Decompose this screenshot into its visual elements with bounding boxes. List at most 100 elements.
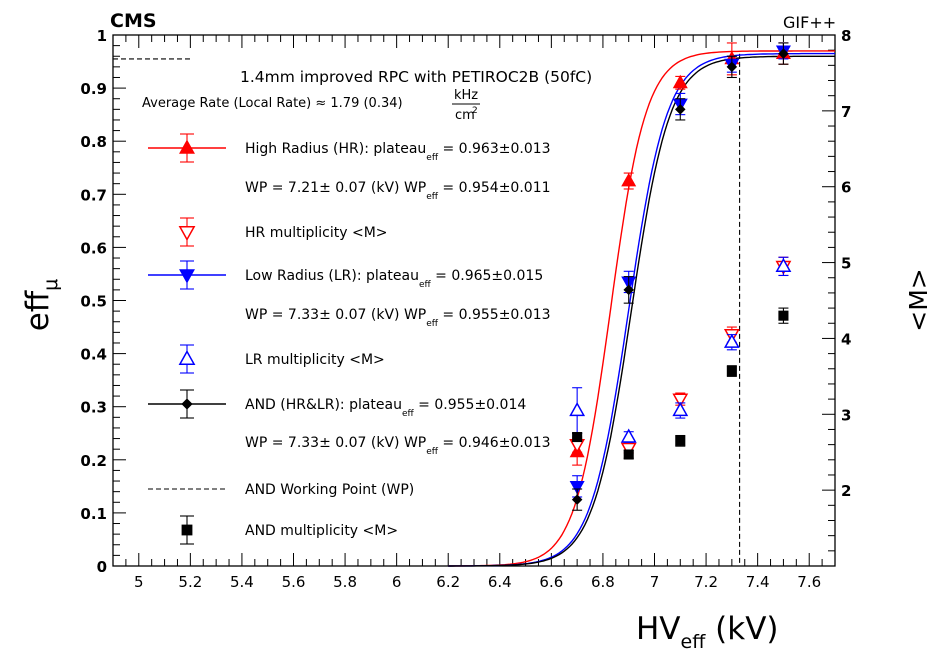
x-tick-label: 6.8 (591, 573, 615, 591)
legend-label-text: High Radius (HR): plateau (245, 141, 426, 157)
x-axis: 5 5.2 5.4 5.6 5.8 6 6.2 6.4 6.6 6.8 7 7.2 7.4 7.6 (112, 35, 836, 591)
y-tick-label: 0.5 (80, 293, 107, 311)
legend-wp-text: WP = 7.21± 0.07 (kV) WP (245, 180, 426, 196)
y-tick-label: 0.8 (80, 133, 107, 151)
x-tick-label: 7.4 (746, 573, 770, 591)
y2-tick-label: 3 (841, 406, 851, 424)
x-tick-label: 5.2 (178, 573, 202, 591)
x-tick-label: 7.2 (694, 573, 718, 591)
x-axis-title-main: HV (636, 611, 681, 647)
y2-tick-label: 7 (841, 103, 851, 121)
legend-wp-text: WP = 7.33± 0.07 (kV) WP (245, 435, 426, 451)
x-tick-label: 6 (392, 573, 402, 591)
y2-tick-label: 6 (841, 179, 851, 197)
legend-label-text: AND (HR&LR): plateau (245, 397, 402, 413)
rate-label: Average Rate (Local Rate) ≈ 1.79 (0.34) (142, 96, 403, 111)
x-axis-title-subscript: eff (681, 631, 707, 653)
fit-curve-series-0 (448, 50, 835, 567)
legend-label: AND (HR&LR): plateaueff = 0.955±0.014 (245, 397, 526, 419)
legend-wp-value: = 0.955±0.013 (438, 307, 551, 323)
legend-wp-subscript: eff (426, 192, 439, 202)
legend-label-subscript: eff (419, 280, 432, 290)
y2-axis: 2 3 4 5 6 7 8 (822, 27, 851, 567)
series-6-points (572, 307, 789, 460)
data-point (569, 401, 586, 417)
y-axis-title-main: eff (20, 290, 56, 331)
legend-label: LR multiplicity <M> (245, 352, 385, 368)
legend-wp-text: WP = 7.33± 0.07 (kV) WP (245, 307, 426, 323)
data-point (623, 449, 634, 460)
x-tick-label: 7.6 (797, 573, 821, 591)
x-axis-title-unit: (kV) (705, 611, 778, 647)
legend-label-text: HR multiplicity <M> (245, 225, 388, 241)
y-tick-label: 0.6 (80, 239, 107, 257)
data-point (569, 480, 585, 495)
legend-symbol-marker (179, 139, 195, 154)
y-tick-label: 0.7 (80, 186, 107, 204)
y-axis: 0 0.1 0.2 0.3 0.4 0.5 0.6 0.7 0.8 0.9 1 (80, 27, 126, 576)
legend-label-text: AND multiplicity <M> (245, 523, 398, 539)
legend-label: AND Working Point (WP) (245, 482, 414, 498)
fit-curve-series-4 (448, 55, 835, 567)
y-tick-label: 1 (97, 27, 107, 45)
legend-symbol-marker (178, 349, 196, 365)
legend-wp-value: = 0.946±0.013 (438, 435, 551, 451)
x-tick-label: 5 (134, 573, 144, 591)
rate-unit-denominator: cm (455, 108, 475, 123)
data-point (726, 61, 738, 73)
legend-label-value: = 0.955±0.014 (414, 397, 527, 413)
y-tick-label: 0.4 (80, 346, 107, 364)
data-point (675, 104, 686, 115)
legend-entry-1: HR multiplicity <M> (178, 217, 388, 247)
legend-symbol-marker (178, 226, 196, 242)
legend: High Radius (HR): plateaueff = 0.963±0.0… (148, 133, 551, 545)
data-point (572, 432, 583, 443)
x-tick-label: 5.4 (230, 573, 254, 591)
legend-symbol-marker (181, 398, 193, 410)
x-tick-label: 6.4 (488, 573, 512, 591)
plot-area: 5 5.2 5.4 5.6 5.8 6 6.2 6.4 6.6 6.8 7 7.2 7.4 7.6 0 0.1… (80, 27, 851, 591)
y-tick-label: 0.3 (80, 399, 107, 417)
legend-entry-3: LR multiplicity <M> (178, 344, 385, 374)
legend-wp-subscript: eff (426, 319, 439, 329)
data-point (723, 333, 740, 348)
legend-entry-6: AND multiplicity <M> (180, 515, 398, 545)
data-point (672, 401, 689, 417)
legend-entry-5: AND Working Point (WP) (148, 482, 414, 498)
data-point (675, 435, 686, 446)
x-tick-label: 6.2 (436, 573, 460, 591)
legend-label-text: LR multiplicity <M> (245, 352, 385, 368)
legend-label: Low Radius (LR): plateaueff = 0.965±0.01… (245, 268, 543, 290)
y-tick-label: 0.1 (80, 505, 107, 523)
y2-tick-label: 8 (841, 27, 851, 45)
legend-wp-subscript: eff (426, 447, 439, 457)
legend-label: AND multiplicity <M> (245, 523, 398, 539)
legend-label-subscript: eff (426, 153, 439, 163)
data-point (726, 366, 737, 377)
svg-text:HVeff (kV): HVeff (kV) (636, 611, 779, 653)
data-point (672, 74, 688, 89)
x-tick-label: 6.6 (539, 573, 563, 591)
series-4-points (571, 42, 789, 511)
legend-label-text: Low Radius (LR): plateau (245, 268, 419, 284)
x-tick-label: 7 (650, 573, 660, 591)
y-tick-label: 0 (97, 558, 107, 576)
x-axis-title: HVeff (kV) (636, 611, 779, 653)
data-point (778, 48, 789, 59)
x-tick-label: 5.8 (333, 573, 357, 591)
svg-text:effμ: effμ (20, 279, 62, 332)
legend-label-subscript: eff (402, 409, 415, 419)
legend-label: High Radius (HR): plateaueff = 0.963±0.0… (245, 141, 551, 163)
legend-wp-value: = 0.954±0.011 (438, 180, 551, 196)
y2-axis-title-text: <M> (904, 268, 933, 331)
legend-wp-label: WP = 7.21± 0.07 (kV) WPeff = 0.954±0.011 (245, 180, 551, 202)
legend-label-value: = 0.965±0.015 (431, 268, 544, 284)
legend-wp-label: WP = 7.33± 0.07 (kV) WPeff = 0.955±0.013 (245, 307, 551, 329)
data-point (778, 310, 789, 321)
legend-symbol-marker (181, 524, 193, 536)
data-point (620, 428, 637, 443)
data-point (775, 257, 792, 273)
legend-wp-label: WP = 7.33± 0.07 (kV) WPeff = 0.946±0.013 (245, 435, 551, 457)
y-tick-label: 0.9 (80, 80, 107, 98)
